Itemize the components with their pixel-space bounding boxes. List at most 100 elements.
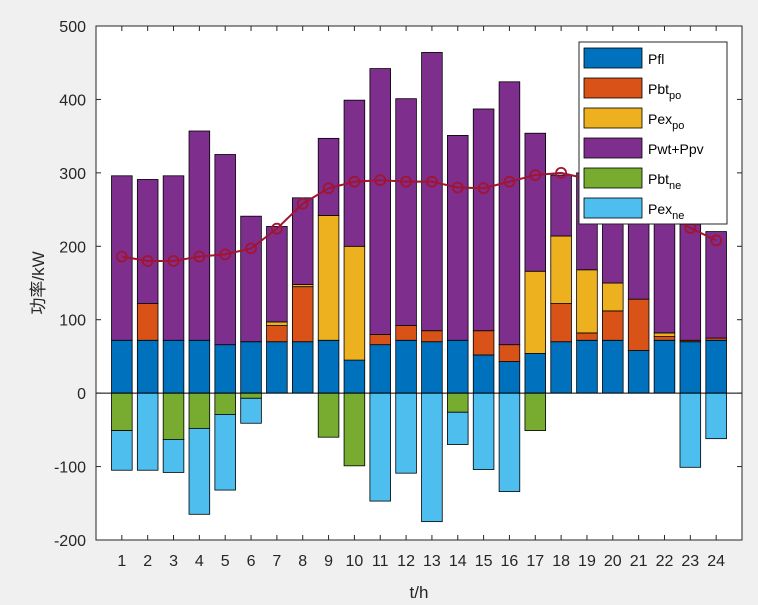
load-point-12 [400,175,412,188]
x-tick-label: 2 [143,553,152,570]
bar-pbt_po-2 [136,303,159,341]
legend-label-pfl: Pfl [648,51,664,67]
bar-pwt_ppv-12 [395,98,417,326]
bar-pwt_ppv-10 [343,99,366,247]
axes-frame [95,25,743,541]
bar-pex_ne-2 [136,392,159,471]
legend-label-pbt_ne: Pbtne [648,171,681,192]
bar-pfl-13 [421,341,443,394]
bar-pwt_ppv-14 [447,135,469,341]
bar-pwt_ppv-24 [705,231,727,339]
x-tick-label: 1 [117,553,126,570]
load-point-9 [322,182,335,195]
load-point-4 [193,250,206,263]
bar-pex_ne-3 [162,439,185,473]
bar-pwt_ppv-6 [240,215,262,343]
bar-pbt_po-18 [550,303,572,343]
x-tick-label: 19 [578,553,596,570]
bar-pbt_po-16 [498,344,521,362]
y-tick-label: -200 [54,533,86,550]
bar-pwt_ppv-11 [369,68,391,335]
bar-pex_ne-23 [679,392,702,468]
bar-pbt_po-8 [291,286,314,343]
bar-pwt_ppv-4 [188,130,211,341]
y-tick-label: 200 [59,239,86,256]
bar-pex_po-19 [576,269,598,334]
bar-pbt_ne-10 [343,392,366,467]
bar-pex_ne-14 [447,411,469,445]
x-tick-label: 14 [449,553,467,570]
x-tick-label: 15 [475,553,493,570]
bar-pfl-19 [576,339,598,394]
legend: Pfl Pbtpo Pexpo Pwt+Ppv Pbtne Pexne [578,41,728,225]
bar-pex_ne-15 [472,392,495,470]
load-point-1 [115,250,128,263]
bar-pbt_po-11 [369,333,391,346]
bar-pbt_po-20 [602,310,624,341]
x-tick-label: 3 [169,553,178,570]
load-point-16 [503,175,516,188]
bar-pfl-17 [524,353,547,394]
load-point-5 [219,248,232,261]
load-point-17 [529,169,542,181]
bar-pex_ne-13 [421,392,443,523]
y-axis-label: 功率/kW [29,251,48,314]
x-tick-label: 8 [298,553,307,570]
x-tick-label: 4 [195,553,204,570]
bar-pbt_ne-4 [188,392,211,429]
bar-pex_ne-24 [705,392,727,440]
bar-pfl-1 [111,339,133,394]
bar-pbt_po-21 [627,298,650,351]
bar-pfl-20 [602,339,624,394]
bar-pfl-5 [214,344,236,394]
bar-pfl-15 [472,354,495,394]
bar-pbt_ne-3 [162,392,185,440]
bar-pfl-3 [162,339,185,394]
bar-pex_ne-5 [214,414,236,491]
x-tick-label: 9 [324,553,333,570]
bar-pwt_ppv-3 [162,175,185,341]
bar-pwt_ppv-18 [550,174,572,237]
x-tick-label: 11 [372,553,389,570]
legend-swatch-pwt_ppv [583,137,643,159]
bar-pbt_po-12 [395,325,417,341]
bar-pfl-14 [447,339,469,394]
bar-pex_ne-12 [395,392,417,474]
legend-label-pex_ne: Pexne [648,201,684,222]
y-tick-label: 300 [59,166,86,183]
bar-pex_po-20 [602,282,624,312]
x-tick-label: 20 [604,553,622,570]
legend-swatch-pbt_ne [583,167,643,189]
bar-pfl-10 [343,359,366,394]
bar-pbt_po-13 [421,330,443,343]
x-tick-label: 17 [526,553,544,570]
bar-pwt_ppv-16 [498,81,521,346]
bar-pbt_ne-17 [524,392,547,431]
y-tick-label: 500 [59,19,86,36]
legend-label-pex_po: Pexpo [648,111,684,132]
bar-pbt_po-7 [266,325,288,343]
bar-pfl-24 [705,339,727,394]
x-tick-label: 7 [272,553,281,570]
bar-pwt_ppv-15 [472,108,495,332]
bar-pex_ne-1 [111,430,133,471]
bar-pwt_ppv-17 [524,132,547,272]
bar-pfl-8 [291,341,314,394]
x-tick-label: 23 [681,553,699,570]
load-point-24 [710,234,723,247]
y-tick-label: -100 [54,460,86,477]
load-point-6 [245,242,257,255]
y-tick-label: 400 [59,92,86,109]
bar-pbt_po-15 [472,330,495,356]
bar-pbt_po-22 [653,336,676,341]
bar-pex_ne-16 [498,392,521,492]
x-axis-label: t/h [410,583,429,602]
load-point-15 [477,182,490,195]
load-point-3 [167,255,180,267]
bar-pbt_ne-6 [240,392,262,399]
load-point-14 [451,181,464,194]
bar-pfl-12 [395,339,417,394]
bar-pfl-21 [627,350,650,394]
bar-pfl-6 [240,341,262,394]
